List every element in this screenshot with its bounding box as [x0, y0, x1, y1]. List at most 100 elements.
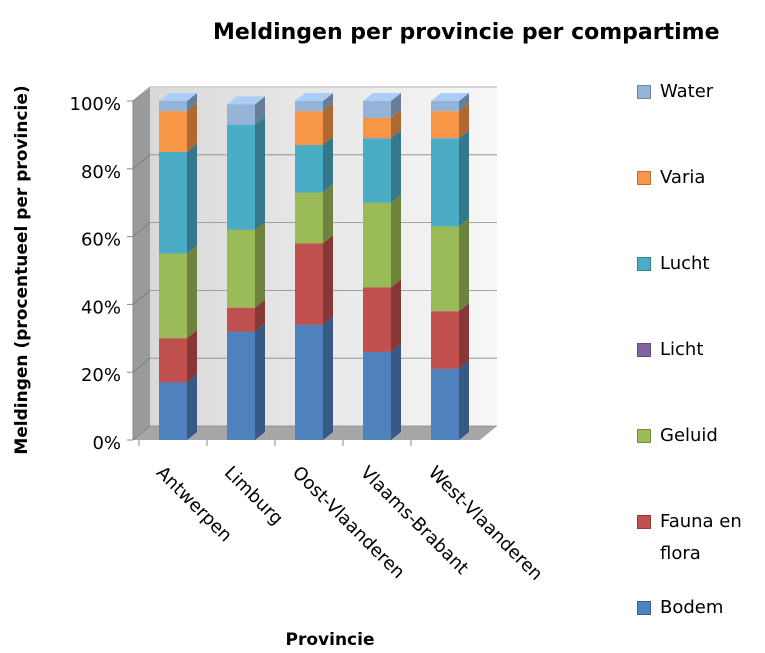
bar-side	[459, 303, 469, 369]
y-axis-label: Meldingen (procentueel per provincie)	[12, 85, 32, 454]
side-wall	[133, 88, 150, 440]
bar-segment	[227, 307, 255, 332]
legend-label: Lucht	[660, 253, 710, 274]
bar-segment	[159, 338, 187, 383]
bar-segment	[363, 138, 391, 203]
bar-side	[187, 143, 197, 254]
bar-segment	[159, 382, 187, 440]
y-tick-label: 60%	[81, 230, 121, 251]
legend-label: Bodem	[660, 597, 724, 618]
bar-top	[431, 93, 469, 101]
bar-segment	[295, 111, 323, 146]
bar-side	[459, 93, 469, 112]
bar-segment	[227, 104, 255, 125]
bar-side	[391, 109, 401, 139]
bar-segment	[159, 253, 187, 339]
y-tick-label: 80%	[81, 162, 121, 183]
legend-item: Varia	[637, 162, 760, 194]
bar-segment	[363, 351, 391, 440]
bar-segment	[227, 124, 255, 230]
legend-item: Geluid	[637, 420, 760, 452]
grid-line	[132, 86, 151, 102]
grid-line	[132, 154, 151, 170]
bar-side	[323, 103, 333, 146]
legend-swatch	[637, 429, 651, 443]
y-tick-label: 40%	[81, 297, 121, 318]
bar-side	[255, 221, 265, 308]
legend-swatch	[637, 171, 651, 185]
bar-segment	[295, 324, 323, 440]
legend-swatch	[637, 85, 651, 99]
bar-side	[187, 245, 197, 339]
grid-line	[132, 222, 151, 237]
bar-segment	[159, 111, 187, 152]
bar-segment	[227, 229, 255, 308]
bar-side	[459, 130, 469, 227]
bar-side	[323, 137, 333, 193]
grid-line	[132, 357, 151, 373]
bar-side	[391, 279, 401, 352]
bar-side	[187, 103, 197, 152]
bar-side	[391, 130, 401, 203]
x-tick-label: Limburg	[220, 462, 287, 529]
legend-label: Geluid	[660, 425, 718, 446]
bar-segment	[159, 151, 187, 254]
bar-side	[255, 299, 265, 332]
bar-side	[255, 323, 265, 440]
bar-side	[323, 316, 333, 440]
bar-segment	[295, 145, 323, 193]
x-tick-label: Oost-Vlaanderen	[288, 462, 409, 583]
y-tick-label: 100%	[70, 94, 121, 115]
legend-item: Lucht	[637, 248, 760, 280]
legend-label: Fauna en flora	[660, 511, 742, 564]
bar-side	[391, 93, 401, 118]
x-axis-label: Provincie	[286, 630, 375, 650]
bar-side	[187, 93, 197, 112]
bar-side	[187, 374, 197, 440]
bar-side	[255, 116, 265, 230]
legend-swatch	[637, 515, 651, 529]
bar-segment	[431, 311, 459, 369]
legend-item: Fauna en flora	[637, 506, 760, 570]
chart-title: Meldingen per provincie per compartime	[213, 20, 720, 45]
bar-segment	[363, 101, 391, 118]
bar-segment	[431, 101, 459, 112]
y-tick-label: 0%	[92, 433, 121, 454]
bar-side	[187, 330, 197, 383]
bar-segment	[159, 101, 187, 112]
bar-segment	[295, 101, 323, 112]
y-tick-label: 20%	[81, 365, 121, 386]
bar-segment	[431, 138, 459, 227]
bar-segment	[363, 202, 391, 288]
bar-top	[363, 93, 401, 101]
bar-side	[323, 235, 333, 325]
grid-line	[132, 290, 151, 305]
legend-swatch	[637, 343, 651, 357]
bar-side	[323, 184, 333, 244]
bar-top	[227, 96, 265, 105]
bar-segment	[295, 243, 323, 325]
bar-segment	[431, 226, 459, 312]
legend-swatch	[637, 601, 651, 615]
bar-side	[323, 93, 333, 112]
legend-item: Bodem	[637, 592, 760, 624]
legend-item: Water	[637, 76, 760, 108]
bar-segment	[227, 331, 255, 440]
bar-segment	[295, 192, 323, 244]
x-tick-label: West-Vlaanderen	[424, 462, 547, 585]
bar-side	[459, 360, 469, 440]
bar-segment	[431, 368, 459, 440]
legend-label: Varia	[660, 167, 706, 188]
bar-side	[391, 194, 401, 288]
legend-label: Licht	[660, 339, 704, 360]
bar-side	[391, 343, 401, 440]
grid-line	[132, 425, 151, 441]
bar-side	[459, 103, 469, 139]
bar-top	[159, 93, 197, 101]
bar-side	[459, 218, 469, 312]
bar-side	[255, 96, 265, 125]
legend-swatch	[637, 257, 651, 271]
legend-item: Licht	[637, 334, 760, 366]
